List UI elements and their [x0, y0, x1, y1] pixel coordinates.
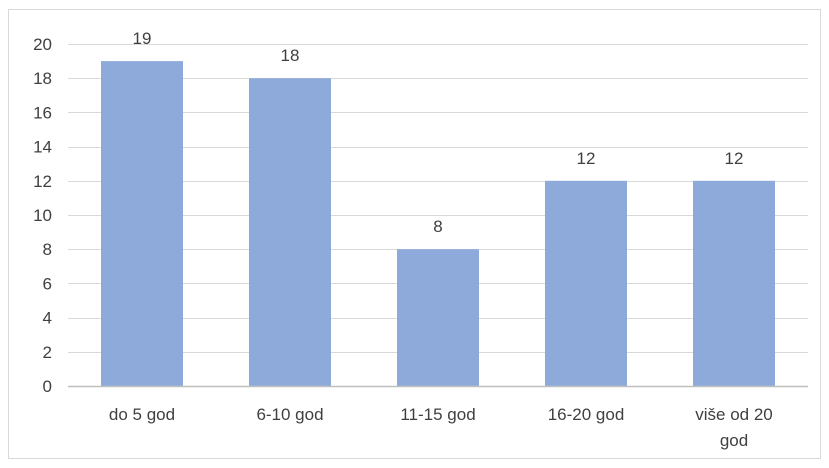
y-tick-label: 4 [43, 309, 52, 328]
data-label: 8 [433, 217, 442, 236]
data-label: 12 [577, 149, 596, 168]
y-tick-label: 10 [33, 206, 52, 225]
x-category-label: više od 20 [695, 405, 773, 424]
y-tick-label: 2 [43, 343, 52, 362]
y-tick-label: 8 [43, 240, 52, 259]
bar [693, 181, 775, 386]
x-category-label: 11-15 god [400, 405, 475, 424]
bar [397, 249, 479, 386]
bar [249, 78, 331, 386]
y-tick-label: 18 [33, 69, 52, 88]
data-label: 19 [133, 29, 152, 48]
x-category-label: do 5 god [109, 405, 175, 424]
x-category-label: 16-20 god [548, 405, 625, 424]
x-category-label: god [720, 431, 748, 450]
y-tick-label: 20 [33, 35, 52, 54]
data-label: 12 [725, 149, 744, 168]
data-label: 18 [281, 46, 300, 65]
y-tick-label: 16 [33, 103, 52, 122]
y-tick-label: 12 [33, 172, 52, 191]
bar [101, 61, 183, 386]
y-tick-label: 6 [43, 274, 52, 293]
x-category-label: 6-10 god [256, 405, 323, 424]
y-tick-label: 14 [33, 138, 52, 157]
bar [545, 181, 627, 386]
y-tick-label: 0 [43, 377, 52, 396]
